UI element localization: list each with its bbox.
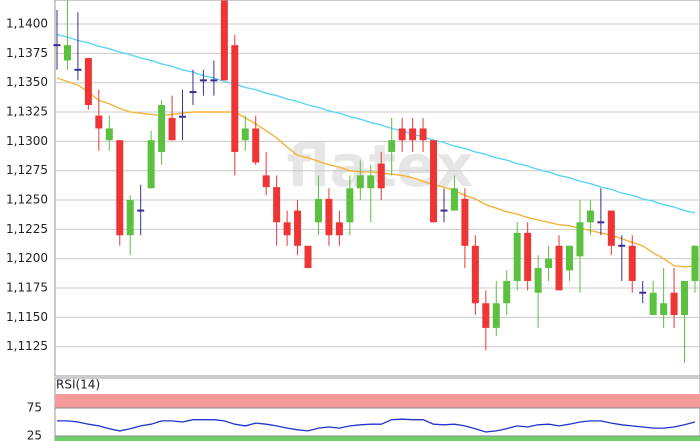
candle-body xyxy=(84,58,92,105)
rsi-panel xyxy=(54,377,700,441)
candle-body xyxy=(105,128,113,141)
candle-body xyxy=(126,200,134,236)
candle-body xyxy=(430,140,438,223)
candle-body xyxy=(513,232,521,281)
rsi-line xyxy=(57,418,696,433)
y-tick-label: 1,1275 xyxy=(6,163,48,177)
candle-body xyxy=(607,210,615,246)
candle-body xyxy=(199,79,207,82)
y-tick-label: 75 xyxy=(27,400,42,414)
candle-body xyxy=(356,175,364,189)
candle-body xyxy=(586,210,594,223)
rsi-band xyxy=(55,435,700,441)
y-tick-label: 25 xyxy=(27,428,42,441)
candle-body xyxy=(534,268,542,293)
candle-body xyxy=(63,45,71,61)
y-tick-label: 1,1300 xyxy=(6,134,48,148)
candle-body xyxy=(53,44,61,47)
candle-body xyxy=(565,245,573,271)
rsi-title: RSI(14) xyxy=(56,378,100,392)
candle-body xyxy=(388,140,396,152)
candle-body xyxy=(95,115,103,129)
candle-body xyxy=(597,221,605,224)
candle-body xyxy=(628,245,636,281)
candle-body xyxy=(158,104,166,152)
candle-body xyxy=(471,245,479,304)
candle-body xyxy=(74,68,82,71)
y-tick-label: 1,1350 xyxy=(6,75,48,89)
candle-body xyxy=(262,175,270,188)
candle-body xyxy=(377,163,385,189)
y-tick-label: 1,1325 xyxy=(6,105,48,119)
candle-body xyxy=(346,188,354,223)
candle-body xyxy=(252,128,260,163)
price-panel xyxy=(54,0,700,377)
candle-body xyxy=(482,303,490,328)
candle-body xyxy=(367,175,375,189)
candle-body xyxy=(492,303,500,328)
candle-body xyxy=(231,45,239,152)
y-tick-label: 1,1400 xyxy=(6,17,48,31)
candle-body xyxy=(273,187,281,223)
moving-average xyxy=(56,33,696,214)
candle-body xyxy=(304,245,312,269)
candle-body xyxy=(618,244,626,247)
candle-body xyxy=(314,198,322,223)
candle-body xyxy=(461,198,469,246)
candle-body xyxy=(147,140,155,189)
candle-body xyxy=(419,128,427,141)
candle-body xyxy=(210,79,218,82)
y-tick-label: 1,1250 xyxy=(6,193,48,207)
candle-body xyxy=(409,128,417,141)
candle-body xyxy=(241,128,249,141)
y-tick-label: 1,1125 xyxy=(6,339,48,353)
candle-body xyxy=(335,222,343,236)
candle-body xyxy=(325,198,333,236)
candle-body xyxy=(294,210,302,246)
candle-body xyxy=(639,291,647,294)
candle-body xyxy=(681,280,689,315)
y-tick-label: 1,1150 xyxy=(6,310,48,324)
rsi-band xyxy=(55,394,700,408)
candle-body xyxy=(398,128,406,141)
candle-body xyxy=(503,280,511,304)
candle-body xyxy=(545,258,553,269)
y-tick-label: 1,1200 xyxy=(6,251,48,265)
candle-body xyxy=(220,0,228,81)
y-tick-label: 1,1175 xyxy=(6,281,48,295)
candle-body xyxy=(189,91,197,94)
candle-body xyxy=(137,209,145,212)
candle-body xyxy=(283,222,291,236)
candle-body xyxy=(440,209,448,212)
candle-body xyxy=(576,222,584,257)
candle-body xyxy=(660,303,668,315)
y-tick-label: 1,1225 xyxy=(6,222,48,236)
candle-body xyxy=(116,140,124,236)
candle-body xyxy=(179,115,187,118)
candle-body xyxy=(649,292,657,315)
candle-body xyxy=(691,245,699,281)
y-tick-label: 1,1375 xyxy=(6,46,48,60)
candle-body xyxy=(524,232,532,281)
candle-body xyxy=(450,188,458,211)
candle-body xyxy=(168,117,176,141)
candle-body xyxy=(670,292,678,315)
candle-body xyxy=(555,245,563,291)
